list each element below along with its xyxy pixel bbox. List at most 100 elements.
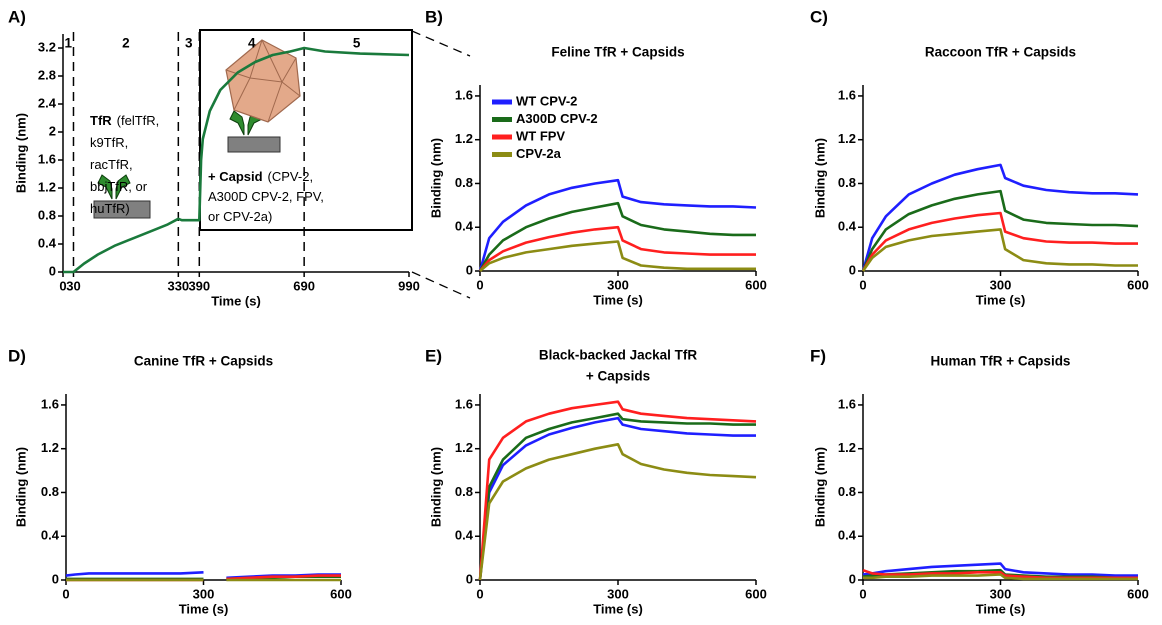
series-line (479, 225, 756, 272)
annotation-line: or CPV-2a) (208, 209, 272, 224)
x-tick-label: 600 (745, 277, 767, 292)
series-line (861, 163, 1139, 272)
series-line (478, 201, 756, 272)
y-tick-label: 0 (849, 262, 856, 277)
annotation-line: (CPV-2, (268, 169, 314, 184)
panel-label: B) (425, 7, 443, 26)
y-axis-label: Binding (nm) (13, 113, 28, 193)
x-tick-label: 300 (607, 586, 629, 601)
annotation-line: bbjTfR, or (90, 179, 148, 194)
series-line (478, 400, 757, 581)
series-line (478, 443, 757, 581)
y-tick-label: 1.6 (455, 87, 473, 102)
y-tick-label: 0.4 (455, 528, 474, 543)
y-tick-label: 0 (466, 571, 473, 586)
sensor-icon (93, 174, 151, 219)
x-tick-label: 600 (745, 586, 767, 601)
y-tick-label: 0 (52, 571, 59, 586)
x-tick-label: 0 (859, 277, 866, 292)
x-axis-label: Time (s) (593, 292, 643, 307)
y-tick-label: 0 (466, 262, 473, 277)
x-tick-label: 600 (1127, 277, 1149, 292)
y-tick-label: 1.6 (838, 396, 856, 411)
y-axis-label: Binding (nm) (13, 447, 28, 527)
x-axis-label: Time (s) (976, 601, 1026, 616)
y-axis-label: Binding (nm) (428, 447, 443, 527)
x-tick-label: 690 (293, 278, 315, 293)
y-tick-label: 1.6 (38, 151, 56, 166)
y-tick-label: 0.4 (455, 219, 474, 234)
y-tick-label: 1.2 (38, 179, 56, 194)
x-tick-label: 0 (859, 586, 866, 601)
y-tick-label: 2.4 (38, 95, 57, 110)
x-tick-label: 300 (607, 277, 629, 292)
chart-title: Canine TfR + Capsids (134, 354, 273, 369)
series-line (478, 416, 756, 581)
y-tick-label: 1.2 (41, 440, 59, 455)
annotation-line: huTfR) (90, 201, 130, 216)
annotation: TfR (felTfR, k9TfR, racTfR, bbjTfR, or huTfR) (90, 113, 159, 216)
series-line (478, 412, 756, 581)
x-tick-label: 300 (193, 586, 215, 601)
zoom-lines (411, 30, 471, 299)
chart-title: Human TfR + Capsids (931, 354, 1071, 369)
legend-label: CPV-2a (516, 146, 562, 161)
y-tick-label: 1.2 (455, 440, 473, 455)
x-axis-label: Time (s) (179, 601, 229, 616)
y-tick-label: 0.4 (41, 528, 60, 543)
phase-label: 3 (185, 36, 193, 51)
y-tick-label: 0 (849, 571, 856, 586)
y-tick-label: 1.2 (838, 131, 856, 146)
annotation: + Capsid (CPV-2, A300D CPV-2, FPV, or CPV-2… (208, 169, 324, 224)
x-tick-label: 0 (62, 586, 69, 601)
chart-title: Raccoon TfR + Capsids (925, 45, 1076, 60)
chart-title: Feline TfR + Capsids (551, 45, 684, 60)
x-axis-label: Time (s) (211, 293, 261, 308)
x-tick-label: 30 (66, 278, 80, 293)
x-tick-label: 330 (167, 278, 189, 293)
chart-title: Black-backed Jackal TfR (539, 348, 698, 363)
y-tick-label: 0.4 (838, 528, 857, 543)
series-line (478, 178, 757, 272)
annotation-lead: TfR (90, 113, 112, 128)
y-tick-label: 1.6 (41, 396, 59, 411)
x-tick-label: 300 (990, 586, 1012, 601)
series-line (479, 240, 756, 272)
x-tick-label: 0 (59, 278, 66, 293)
panel-label: E) (425, 346, 442, 365)
x-tick-label: 390 (188, 278, 210, 293)
capsid-icon (225, 39, 301, 153)
annotation-line: k9TfR, (90, 135, 128, 150)
x-axis-label: Time (s) (593, 601, 643, 616)
chart-title: + Capsids (586, 369, 650, 384)
series-line (861, 189, 1139, 272)
y-tick-label: 0.8 (455, 484, 473, 499)
x-tick-label: 990 (398, 278, 420, 293)
y-tick-label: 1.6 (455, 396, 473, 411)
x-tick-label: 600 (1127, 586, 1149, 601)
legend-label: WT FPV (516, 128, 565, 143)
y-tick-label: 2.8 (38, 67, 56, 82)
phase-label: 2 (122, 36, 130, 51)
y-tick-label: 0.8 (838, 484, 856, 499)
panel-label: D) (8, 346, 26, 365)
x-axis-label: Time (s) (976, 292, 1026, 307)
y-tick-label: 1.2 (455, 131, 473, 146)
y-tick-label: 0.8 (838, 175, 856, 190)
y-tick-label: 0.4 (838, 219, 857, 234)
series-line (63, 46, 410, 274)
series-line (863, 573, 1138, 581)
y-axis-label: Binding (nm) (428, 138, 443, 218)
y-tick-label: 1.2 (838, 440, 856, 455)
y-tick-label: 0.4 (38, 235, 57, 250)
x-tick-label: 600 (330, 586, 352, 601)
panel-label: C) (810, 7, 828, 26)
series-line (862, 562, 1138, 577)
y-tick-label: 2 (49, 123, 56, 138)
y-tick-label: 1.6 (838, 87, 856, 102)
y-tick-label: 3.2 (38, 39, 56, 54)
x-tick-label: 0 (476, 277, 483, 292)
y-tick-label: 0.8 (41, 484, 59, 499)
x-tick-label: 0 (476, 586, 483, 601)
